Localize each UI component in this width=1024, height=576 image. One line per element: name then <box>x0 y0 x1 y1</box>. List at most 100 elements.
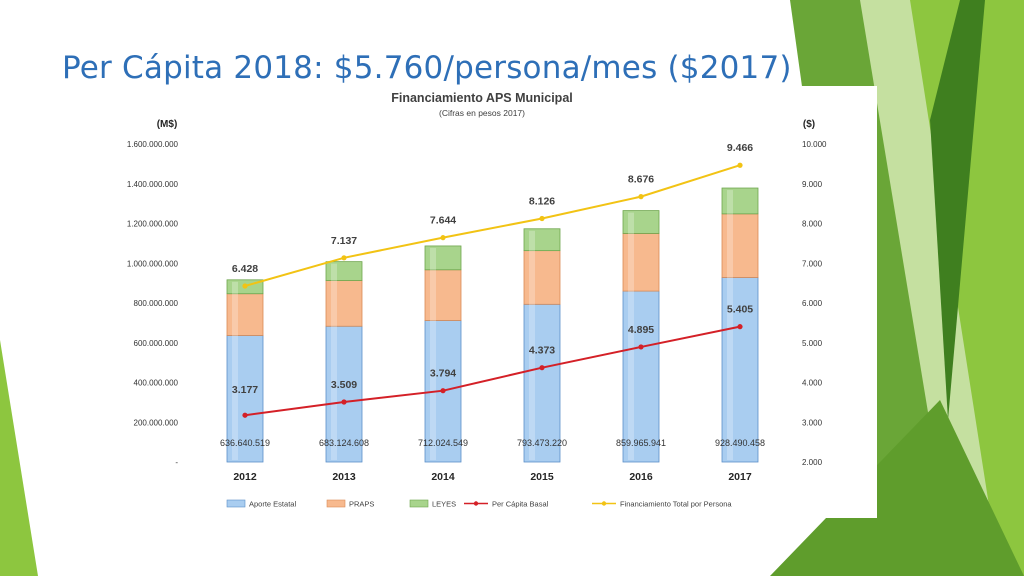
financiamiento-total-line <box>244 164 741 287</box>
bar-leyes <box>424 245 462 271</box>
bar-praps <box>226 293 264 336</box>
per-capita-basal-line-label: 5.405 <box>727 304 753 316</box>
y-right-tick-label: 6.000 <box>802 299 823 308</box>
slide-title: Per Cápita 2018: $5.760/persona/mes ($20… <box>62 50 792 86</box>
bar-value-label: 712.024.549 <box>418 438 468 448</box>
legend-label: Financiamiento Total por Persona <box>620 500 732 509</box>
y-right-tick-label: 4.000 <box>802 379 823 388</box>
bar-value-label: 928.490.458 <box>715 438 765 448</box>
per-capita-basal-line-label: 3.177 <box>232 384 258 396</box>
bar-highlight <box>628 212 634 460</box>
financiamiento-total-line-point <box>242 283 248 289</box>
chart-title: Financiamiento APS Municipal <box>391 91 573 105</box>
per-capita-basal-line-label: 4.373 <box>529 345 555 357</box>
y-left-tick-label: 1.400.000.000 <box>127 180 179 189</box>
x-category-label: 2016 <box>629 471 653 483</box>
legend-label: Aporte Estatal <box>249 500 296 509</box>
legend-label: LEYES <box>432 500 456 509</box>
financiamiento-total-line-point <box>341 255 347 261</box>
per-capita-basal-line-label: 4.895 <box>628 324 654 336</box>
chart-legend: Aporte Estatal PRAPS LEYES Per Cápita Basal… <box>226 499 732 509</box>
right-green-stripe-deep <box>930 0 985 420</box>
per-capita-basal-line-point <box>737 324 743 330</box>
legend-swatch <box>326 499 346 508</box>
per-capita-basal-line-label: 3.794 <box>430 368 456 380</box>
per-capita-basal-line-point <box>341 399 347 405</box>
bar-value-label: 793.473.220 <box>517 438 567 448</box>
financiamiento-total-line-point <box>638 194 644 200</box>
bar-highlight <box>331 263 337 460</box>
legend-label: PRAPS <box>349 500 374 509</box>
bar-leyes <box>622 210 660 234</box>
y-left-tick-label: 1.600.000.000 <box>127 140 179 149</box>
x-category-label: 2012 <box>233 471 257 483</box>
financiamiento-total-line-label: 7.644 <box>430 215 456 227</box>
per-capita-basal-line-point <box>440 388 446 394</box>
y-left-tick-label: 800.000.000 <box>134 299 179 308</box>
line-series-group: 3.177 3.509 3.794 4.373 4.895 5.405 6.428 7.137… <box>232 142 753 418</box>
financiamiento-total-line-label: 9.466 <box>727 142 753 154</box>
per-capita-basal-line-point <box>539 365 545 371</box>
per-capita-basal-line <box>244 325 741 417</box>
bar-leyes <box>721 187 759 215</box>
legend-label: Per Cápita Basal <box>492 500 549 509</box>
bar-value-label: 683.124.608 <box>319 438 369 448</box>
y-left-tick-label: 400.000.000 <box>134 379 179 388</box>
y-right-tick-label: 7.000 <box>802 259 823 268</box>
per-capita-basal-line-point <box>638 344 644 350</box>
y-right-tick-label: 9.000 <box>802 180 823 189</box>
bar-leyes <box>523 228 561 252</box>
y-right-tick-label: 2.000 <box>802 458 823 467</box>
bar-series-group: 636.640.519 683.124.608 712.024.549 793.473… <box>220 187 765 463</box>
bar-highlight <box>430 247 436 460</box>
bar-praps <box>622 233 660 292</box>
bar-praps <box>325 280 363 327</box>
y-left-tick-label: 1.000.000.000 <box>127 259 179 268</box>
right-axis-unit: ($) <box>803 119 815 130</box>
bar-value-label: 859.965.941 <box>616 438 666 448</box>
bar-highlight <box>232 281 238 460</box>
y-left-tick-label: 600.000.000 <box>134 339 179 348</box>
bottom-green-triangle <box>770 400 1024 576</box>
financiamiento-total-line-point <box>737 162 743 168</box>
x-category-label: 2014 <box>431 471 455 483</box>
bar-value-label: 636.640.519 <box>220 438 270 448</box>
legend-swatch <box>226 499 246 508</box>
y-left-tick-label: 200.000.000 <box>134 418 179 427</box>
y-right-tick-label: 8.000 <box>802 220 823 229</box>
chart-panel: Financiamiento APS Municipal (Cifras en … <box>112 86 877 518</box>
y-left-tick-label: - <box>175 458 178 467</box>
bar-praps <box>523 250 561 305</box>
financiamiento-total-line-label: 8.126 <box>529 195 555 207</box>
financiamiento-total-line-point <box>539 215 545 222</box>
bar-aporte-estatal <box>523 303 561 463</box>
left-green-wedge <box>0 340 38 576</box>
bar-highlight <box>529 230 535 460</box>
legend-marker <box>473 501 479 506</box>
right-green-stripe-pale <box>860 0 1000 576</box>
bar-leyes <box>325 261 363 281</box>
financiamiento-total-line-point <box>440 235 446 241</box>
financiamiento-total-line-label: 6.428 <box>232 263 258 275</box>
per-capita-basal-line-label: 3.509 <box>331 379 357 391</box>
per-capita-basal-line-point <box>242 412 248 418</box>
bar-aporte-estatal <box>325 325 363 463</box>
y-right-tick-label: 10.000 <box>802 140 827 149</box>
y-left-tick-label: 1.200.000.000 <box>127 220 179 229</box>
bar-aporte-estatal <box>622 290 660 463</box>
chart-subtitle: (Cifras en pesos 2017) <box>439 108 525 118</box>
financiamiento-total-line-label: 8.676 <box>628 174 654 186</box>
legend-marker <box>601 501 607 506</box>
y-right-tick-label: 3.000 <box>802 418 823 427</box>
y-right-tick-label: 5.000 <box>802 339 823 348</box>
left-axis-unit: (M$) <box>157 119 178 130</box>
financiamiento-total-line-label: 7.137 <box>331 235 357 247</box>
x-category-label: 2017 <box>728 471 752 483</box>
bar-praps <box>424 269 462 321</box>
legend-swatch <box>409 499 429 508</box>
financing-chart: Financiamiento APS Municipal (Cifras en … <box>127 91 827 509</box>
x-category-label: 2015 <box>530 471 554 483</box>
axis-tick-group: - 200.000.000 400.000.000 600.000.000 800.00… <box>127 140 827 483</box>
bar-aporte-estatal <box>226 335 264 463</box>
x-category-label: 2013 <box>332 471 356 483</box>
